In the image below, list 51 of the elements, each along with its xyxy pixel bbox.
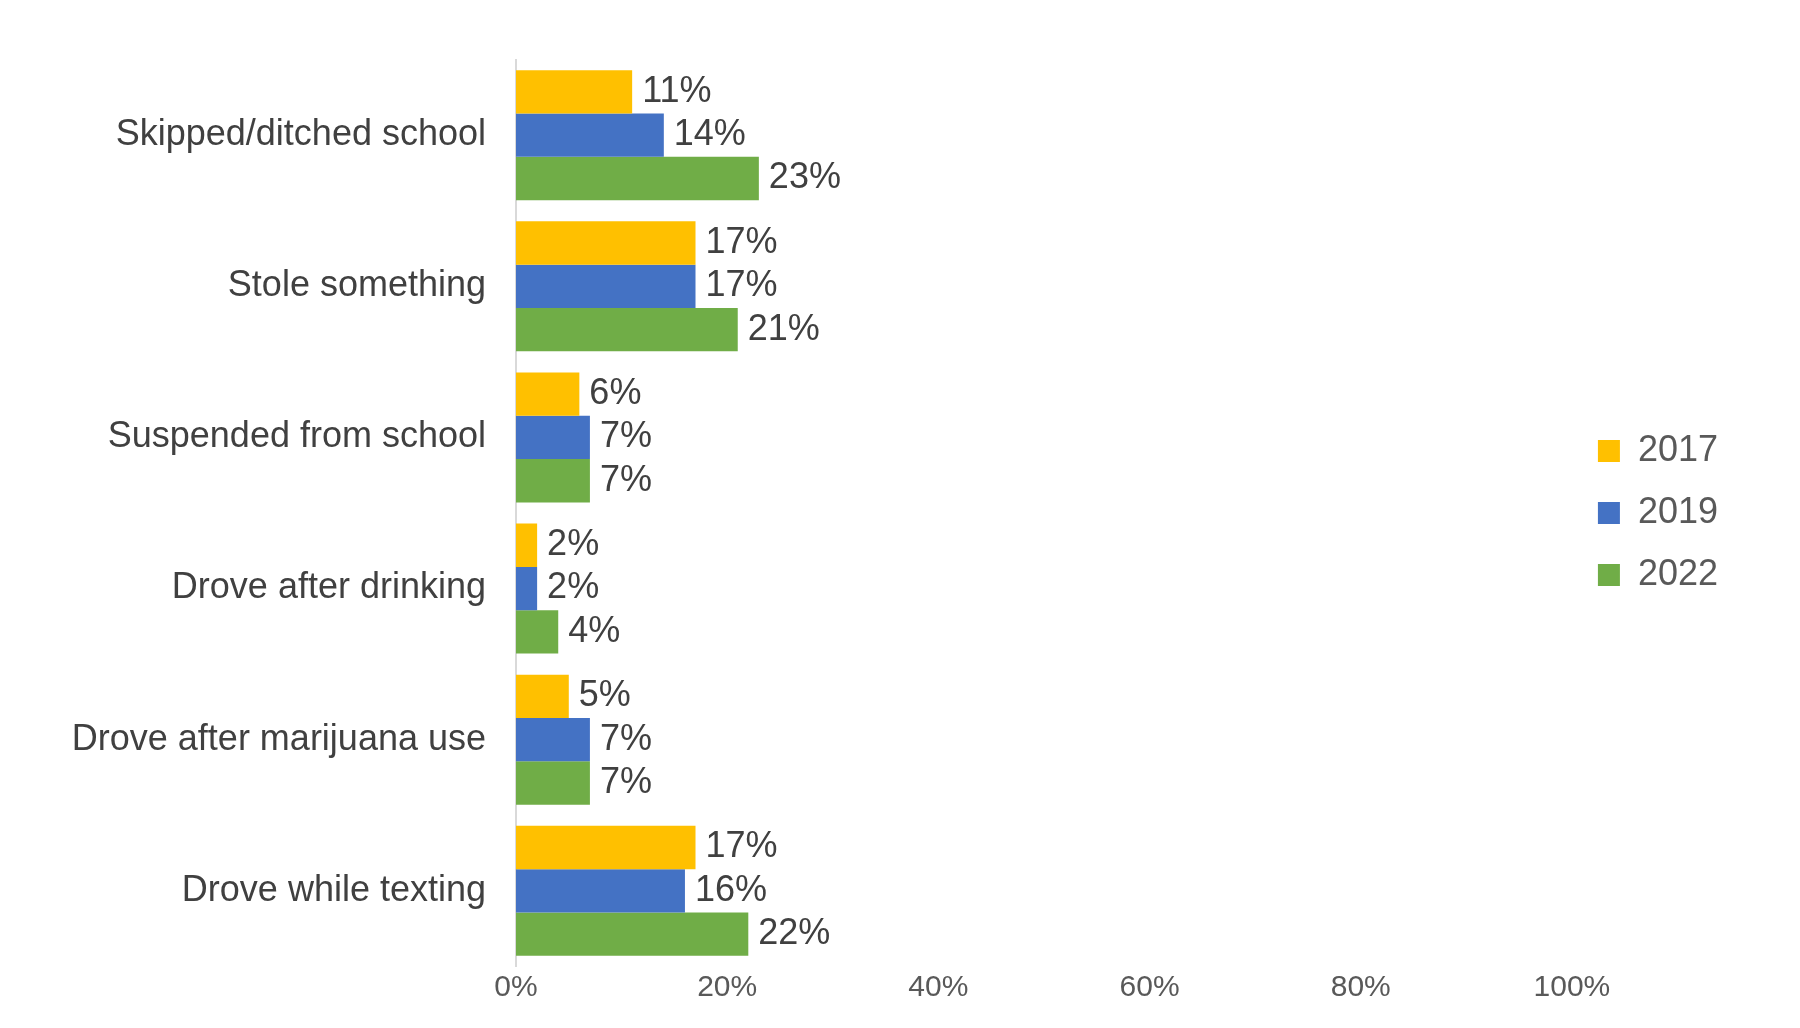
x-tick-label: 20% (697, 968, 758, 1002)
y-tick-label: Suspended from school (107, 414, 486, 456)
bar (516, 761, 590, 805)
bar (516, 674, 569, 719)
bar (516, 372, 580, 416)
bar (516, 156, 759, 201)
bar (516, 264, 696, 308)
data-label: 2% (547, 565, 600, 607)
x-tick-label: 0% (494, 968, 538, 1002)
data-label: 16% (694, 867, 768, 909)
bar (516, 912, 749, 956)
x-tick-label: 40% (908, 968, 969, 1002)
data-label: 7% (599, 414, 652, 456)
data-label: 23% (768, 155, 841, 197)
x-tick-label: 100% (1533, 968, 1611, 1002)
bar (516, 415, 590, 460)
y-tick-label: Stole something (227, 263, 486, 305)
legend-label: 2017 (1637, 427, 1719, 469)
x-tick-label: 80% (1330, 968, 1391, 1002)
data-label: 21% (747, 306, 820, 348)
data-label: 6% (589, 371, 642, 413)
bar (516, 825, 696, 870)
bar (516, 869, 685, 913)
bar (516, 610, 559, 654)
data-label: 17% (705, 824, 778, 866)
data-label: 22% (758, 911, 831, 953)
data-label: 2% (547, 522, 600, 564)
y-tick-label: Drove after marijuana use (71, 716, 486, 758)
data-label: 17% (705, 219, 778, 261)
bar (516, 566, 538, 611)
y-tick-label: Skipped/ditched school (115, 112, 486, 154)
bar (516, 70, 633, 114)
bar (516, 221, 696, 265)
x-tick-label: 60% (1119, 968, 1180, 1002)
bar (516, 113, 664, 157)
bar (516, 307, 738, 352)
y-tick-label: Drove after drinking (171, 565, 486, 607)
bar (516, 459, 590, 503)
data-label: 7% (599, 716, 652, 758)
bar (516, 718, 590, 762)
data-label: 14% (673, 112, 746, 154)
data-label: 11% (642, 68, 712, 110)
bar (516, 523, 538, 567)
legend-label: 2022 (1637, 551, 1719, 593)
data-label: 17% (705, 263, 778, 305)
data-label: 7% (599, 759, 652, 801)
legend-label: 2019 (1637, 489, 1719, 531)
data-label: 5% (578, 673, 631, 715)
y-tick-label: Drove while texting (181, 867, 486, 909)
data-label: 7% (599, 457, 652, 499)
data-label: 4% (568, 608, 621, 650)
